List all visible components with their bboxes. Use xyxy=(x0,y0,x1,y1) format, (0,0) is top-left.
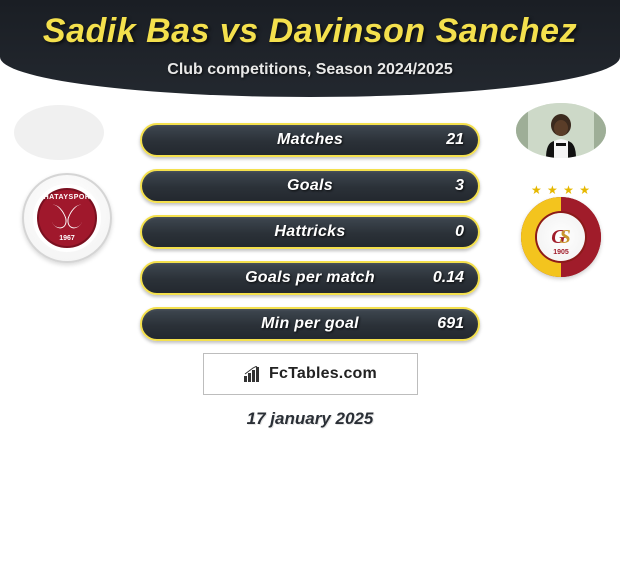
stat-label: Matches xyxy=(277,131,343,149)
main-content: HATAYSPOR 1967 ★ ★ ★ ★ GS 1905 Matches 2… xyxy=(0,97,620,429)
watermark-text: FcTables.com xyxy=(269,365,377,383)
stat-row-matches: Matches 21 xyxy=(140,123,480,157)
club-right-initials: GS xyxy=(551,226,571,249)
player-right-avatar xyxy=(516,103,606,158)
header: Sadik Bas vs Davinson Sanchez Club compe… xyxy=(0,0,620,97)
stats-list: Matches 21 Goals 3 Hattricks 0 Goals per… xyxy=(140,117,480,341)
watermark: FcTables.com xyxy=(203,353,418,395)
club-right-year: 1905 xyxy=(537,249,585,256)
stat-row-min-per-goal: Min per goal 691 xyxy=(140,307,480,341)
stat-value-right: 3 xyxy=(455,177,464,195)
stat-row-goals-per-match: Goals per match 0.14 xyxy=(140,261,480,295)
page-title: Sadik Bas vs Davinson Sanchez xyxy=(0,12,620,51)
stat-label: Goals xyxy=(287,177,333,195)
bar-chart-icon xyxy=(243,366,263,382)
stat-row-hattricks: Hattricks 0 xyxy=(140,215,480,249)
club-badge-left: HATAYSPOR 1967 xyxy=(22,173,112,263)
stat-value-right: 691 xyxy=(437,315,464,333)
stat-value-right: 0.14 xyxy=(433,269,464,287)
date-label: 17 january 2025 xyxy=(0,409,620,429)
page-subtitle: Club competitions, Season 2024/2025 xyxy=(0,61,620,79)
club-left-year: 1967 xyxy=(37,235,97,242)
stat-label: Hattricks xyxy=(274,223,345,241)
stat-label: Goals per match xyxy=(245,269,375,287)
stat-row-goals: Goals 3 xyxy=(140,169,480,203)
stat-value-right: 21 xyxy=(446,131,464,149)
stat-label: Min per goal xyxy=(261,315,359,333)
stat-value-right: 0 xyxy=(455,223,464,241)
player-left-avatar xyxy=(14,105,104,160)
club-left-name: HATAYSPOR xyxy=(37,194,97,201)
club-right-stars: ★ ★ ★ ★ xyxy=(516,183,606,197)
club-badge-right: ★ ★ ★ ★ GS 1905 xyxy=(516,189,606,279)
